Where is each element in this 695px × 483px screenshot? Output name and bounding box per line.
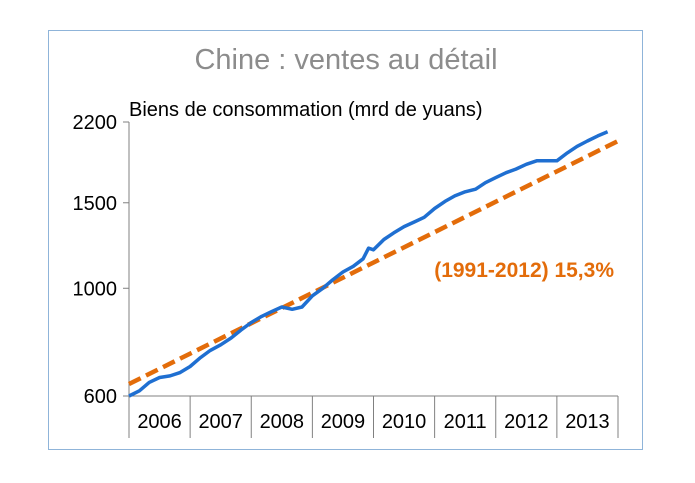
x-tick-label: 2008 (260, 411, 305, 433)
chart-title: Chine : ventes au détail (194, 44, 497, 76)
series-group (127, 130, 620, 398)
y-tick-label: 600 (84, 386, 117, 408)
x-axis: 2006 2007 2008 2009 2010 2011 2012 2013 (128, 395, 619, 438)
y-tick-label: 1500 (73, 193, 118, 215)
y-tick-label: 1000 (73, 278, 118, 300)
x-tick-label: 2010 (382, 411, 427, 433)
x-tick-label: 2006 (137, 411, 182, 433)
chart-subtitle: Biens de consommation (mrd de yuans) (129, 99, 483, 121)
trend-annotation: (1991-2012) 15,3% (434, 259, 614, 282)
x-tick-label: 2012 (504, 411, 549, 433)
chart-svg: Chine : ventes au détail Biens de consom… (73, 44, 620, 438)
x-tick-label: 2011 (444, 411, 487, 433)
x-tick-label: 2009 (321, 411, 366, 433)
trend-line (127, 138, 620, 387)
x-tick-label: 2013 (565, 411, 610, 433)
chart-frame: Chine : ventes au détail Biens de consom… (48, 30, 643, 450)
retail-sales-line (128, 130, 609, 398)
x-tick-label: 2007 (198, 411, 243, 433)
y-tick-label: 2200 (73, 112, 118, 134)
y-axis: 600 1000 1500 2200 (73, 112, 130, 438)
